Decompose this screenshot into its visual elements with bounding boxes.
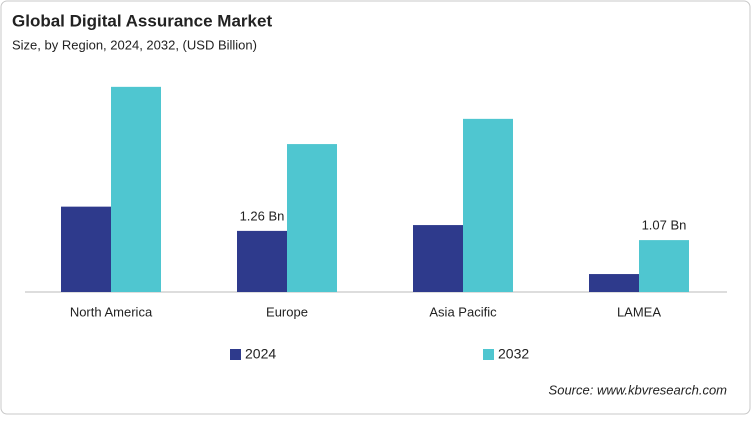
x-tick-label: Asia Pacific — [429, 304, 497, 319]
x-tick-label: LAMEA — [617, 304, 661, 319]
value-label: 1.26 Bn — [240, 208, 285, 223]
bar — [463, 118, 513, 292]
x-tick-label: Europe — [266, 304, 308, 319]
legend-label: 2032 — [498, 346, 529, 362]
legend-label: 2024 — [245, 346, 276, 362]
chart-title: Global Digital Assurance Market — [12, 11, 272, 30]
bar — [639, 240, 689, 292]
bar — [413, 225, 463, 292]
chart-subtitle: Size, by Region, 2024, 2032, (USD Billio… — [12, 37, 257, 52]
x-tick-label: North America — [70, 304, 153, 319]
bar — [589, 274, 639, 292]
bar — [61, 206, 111, 292]
bar — [111, 86, 161, 292]
bar — [287, 144, 337, 292]
value-label: 1.07 Bn — [642, 218, 687, 233]
legend-swatch — [483, 349, 494, 360]
bar — [237, 230, 287, 292]
legend-swatch — [230, 349, 241, 360]
source: Source: www.kbvresearch.com — [549, 382, 728, 397]
